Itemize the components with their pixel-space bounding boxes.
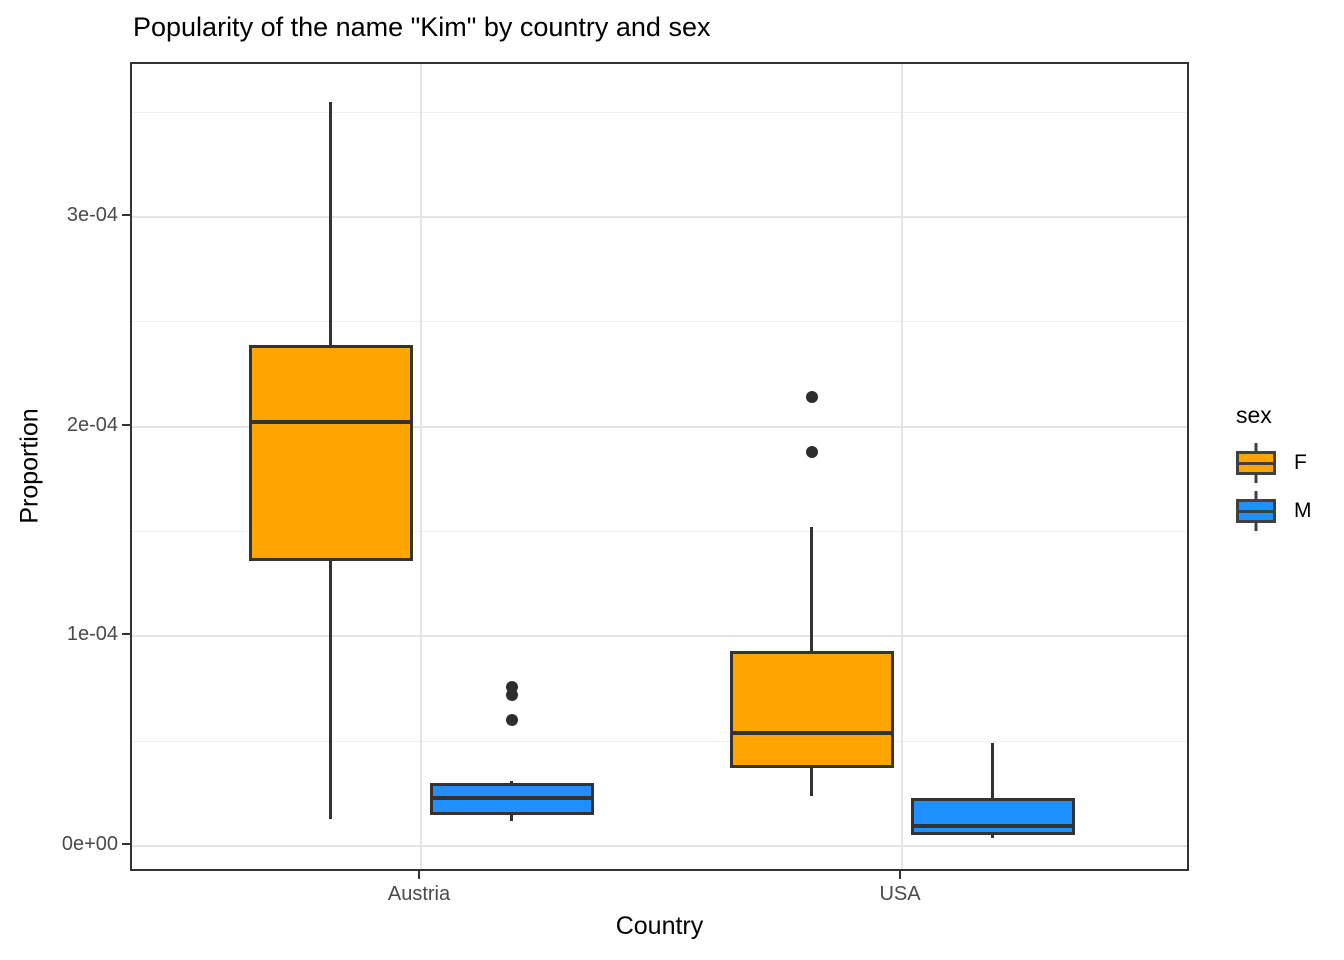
- whisker-lower-austria-f: [329, 560, 332, 819]
- gridline-minor: [132, 321, 1187, 323]
- whisker-lower-austria-m: [510, 814, 513, 821]
- whisker-lower-usa-m: [991, 835, 994, 839]
- y-tick-mark: [122, 633, 130, 636]
- median-austria-f: [248, 420, 413, 425]
- whisker-upper-usa-f: [810, 527, 813, 651]
- y-tick-mark: [122, 843, 130, 845]
- median-usa-m: [910, 824, 1075, 829]
- median-austria-m: [429, 795, 594, 800]
- legend-label: M: [1294, 499, 1312, 522]
- x-tick-mark: [418, 871, 420, 879]
- gridline-major: [132, 425, 1187, 428]
- outlier-usa-f: [805, 445, 818, 458]
- legend-key-box: [1236, 499, 1276, 523]
- x-tick-label-austria: Austria: [387, 883, 451, 905]
- outlier-austria-m: [505, 680, 518, 693]
- gridline-minor: [132, 530, 1187, 532]
- y-tick-mark: [122, 213, 130, 216]
- legend-key-median: [1239, 461, 1273, 465]
- y-tick-mark: [122, 423, 130, 426]
- box-usa-m: [910, 797, 1075, 836]
- box-usa-f: [729, 651, 894, 769]
- outlier-usa-f: [805, 391, 818, 404]
- whisker-upper-austria-m: [510, 781, 513, 784]
- x-tick-mark: [899, 871, 901, 879]
- gridline-vertical: [420, 64, 422, 869]
- outlier-austria-m: [505, 714, 518, 727]
- whisker-upper-usa-m: [991, 743, 994, 798]
- whisker-upper-austria-f: [329, 101, 332, 345]
- whisker-lower-usa-f: [810, 768, 813, 796]
- gridline-minor: [132, 740, 1187, 742]
- y-tick-label: 2e-04: [66, 413, 118, 436]
- gridline-major: [132, 215, 1187, 218]
- legend-key-median: [1239, 509, 1273, 513]
- gridline-major: [132, 635, 1187, 638]
- legend-key-box: [1236, 451, 1276, 475]
- y-tick-label: 0e+00: [61, 833, 118, 855]
- y-tick-label: 1e-04: [66, 623, 118, 646]
- chart-title: Popularity of the name "Kim" by country …: [133, 12, 711, 42]
- legend-entry-f: F: [1236, 443, 1312, 483]
- legend-key-boxplot-icon: [1236, 491, 1276, 531]
- legend-title: sex: [1236, 402, 1272, 428]
- legend-label: F: [1294, 451, 1307, 474]
- box-austria-f: [248, 344, 413, 561]
- legend-entry-m: M: [1236, 491, 1312, 531]
- x-axis-title: Country: [615, 912, 704, 940]
- plot-panel: [130, 62, 1189, 871]
- x-tick-label-usa: USA: [879, 883, 921, 905]
- legend-key-boxplot-icon: [1236, 443, 1276, 483]
- gridline-vertical: [901, 64, 903, 869]
- gridline-major: [132, 845, 1187, 847]
- median-usa-f: [729, 730, 894, 735]
- y-tick-label: 3e-04: [66, 203, 118, 226]
- gridline-minor: [132, 111, 1187, 113]
